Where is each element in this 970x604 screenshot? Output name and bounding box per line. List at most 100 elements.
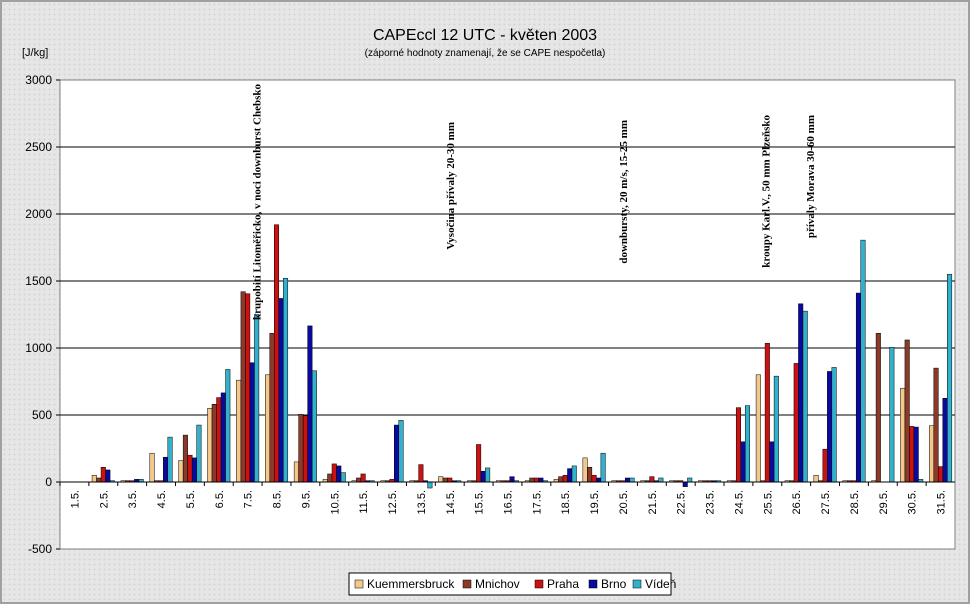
legend: Kuemmersbruck Mnichov Praha Brno Vídeň	[348, 572, 676, 596]
x-tick-label: 3.5.	[127, 490, 139, 508]
bar	[178, 460, 184, 483]
bar	[769, 441, 775, 483]
y-tick-label: 2000	[25, 207, 52, 221]
bar	[480, 471, 486, 483]
bar	[293, 461, 299, 483]
bar	[827, 371, 833, 483]
y-tick-label: 3000	[25, 73, 52, 87]
bar	[600, 452, 606, 483]
x-tick-label: 23.5.	[705, 490, 717, 514]
x-tick-label: 16.5.	[503, 490, 515, 514]
x-tick-label: 24.5.	[734, 490, 746, 514]
legend-entry: Praha	[547, 577, 579, 591]
bar	[438, 476, 444, 483]
bar	[913, 426, 919, 483]
x-tick-label: 25.5.	[762, 490, 774, 514]
bar	[764, 343, 770, 483]
bar	[336, 465, 342, 483]
bar	[529, 477, 535, 483]
annotation-label: Vysočina přívaly 20-30 mm	[445, 122, 457, 250]
bar	[582, 457, 588, 483]
legend-box	[348, 572, 672, 596]
annotation-label: přívaly Morava 30-60 mm	[805, 115, 817, 238]
bar	[245, 293, 251, 483]
bar	[596, 477, 602, 483]
legend-entry: Vídeň	[645, 577, 676, 591]
legend-swatch	[534, 579, 544, 589]
x-tick-label: 29.5.	[878, 490, 890, 514]
chart-subtitle: (záporné hodnoty znamenají, že se CAPE n…	[365, 48, 606, 59]
bar	[649, 476, 655, 483]
bar	[802, 310, 808, 483]
bar	[356, 477, 362, 483]
bar	[447, 477, 453, 483]
bar	[311, 370, 317, 483]
bar	[96, 477, 102, 483]
bar	[442, 477, 448, 483]
bar	[340, 472, 346, 483]
bar	[567, 468, 573, 483]
bar	[855, 292, 861, 483]
bar	[571, 465, 577, 483]
x-tick-label: 31.5.	[936, 490, 948, 514]
x-tick-label: 19.5.	[589, 490, 601, 514]
bar	[860, 239, 866, 483]
legend-entry: Kuemmersbruck	[367, 577, 455, 591]
bar	[740, 441, 746, 483]
bar	[658, 477, 664, 483]
bar	[225, 369, 231, 483]
bar	[798, 303, 804, 483]
bar	[187, 454, 193, 483]
bar	[562, 475, 568, 483]
bar	[793, 363, 799, 483]
x-tick-label: 4.5.	[156, 490, 168, 508]
bar	[182, 434, 188, 483]
bar	[509, 476, 515, 483]
bar	[331, 463, 337, 483]
x-tick-label: 28.5.	[849, 490, 861, 514]
x-tick-label: 17.5.	[531, 490, 543, 514]
x-tick-label: 21.5.	[647, 490, 659, 514]
bar	[149, 452, 155, 483]
bar	[476, 444, 482, 483]
bar	[735, 407, 741, 483]
bar	[265, 374, 271, 483]
bar	[360, 473, 366, 483]
bar	[100, 467, 106, 483]
bar	[942, 398, 948, 483]
y-tick-label: 1000	[25, 341, 52, 355]
annotation-label: downbursty, 20 m/s, 15-25 mm	[618, 120, 630, 264]
bar	[587, 467, 593, 483]
bar	[822, 448, 828, 483]
legend-swatch	[632, 579, 642, 589]
bar	[254, 314, 260, 483]
bar	[269, 333, 275, 483]
x-tick-label: 7.5.	[243, 490, 255, 508]
bar	[216, 397, 222, 483]
x-tick-label: 12.5.	[387, 490, 399, 514]
bar	[278, 298, 284, 483]
y-axis-unit: [J/kg]	[22, 47, 48, 59]
bar	[929, 425, 935, 483]
bar	[105, 469, 111, 483]
bar	[302, 415, 308, 483]
bar	[427, 481, 433, 489]
bar	[900, 387, 906, 483]
legend-entry: Mnichov	[475, 577, 520, 591]
x-tick-label: 1.5.	[69, 490, 81, 508]
legend-swatch	[354, 579, 364, 589]
bar	[687, 477, 693, 483]
bar	[163, 456, 169, 483]
x-tick-label: 9.5.	[300, 490, 312, 508]
bar	[91, 475, 97, 483]
bar	[904, 339, 910, 483]
bar	[813, 475, 819, 483]
bar	[307, 325, 313, 483]
bar	[283, 278, 289, 483]
y-tick-label: 2500	[25, 140, 52, 154]
bar	[831, 367, 837, 483]
x-tick-label: 13.5.	[416, 490, 428, 514]
x-tick-label: 26.5.	[791, 490, 803, 514]
bar	[274, 224, 280, 483]
